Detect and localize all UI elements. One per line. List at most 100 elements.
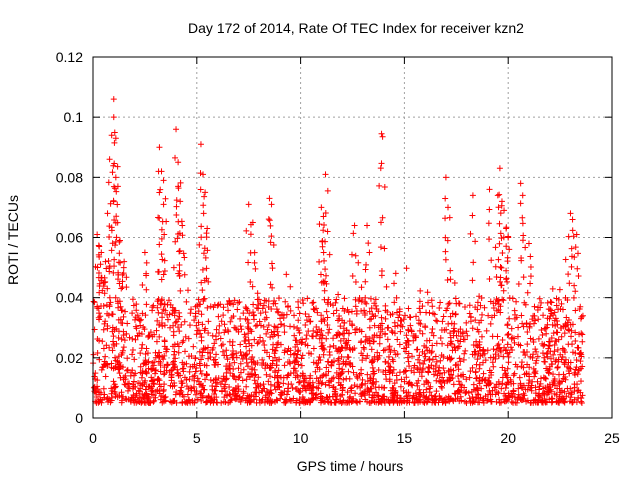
data-point <box>265 322 272 329</box>
data-point <box>277 315 284 322</box>
data-point <box>577 358 584 365</box>
data-point <box>145 393 152 400</box>
data-point <box>421 399 428 406</box>
data-point <box>549 285 556 292</box>
data-point <box>169 383 176 390</box>
data-point <box>235 365 242 372</box>
data-point <box>186 376 193 383</box>
data-point <box>269 265 276 272</box>
data-point <box>528 399 535 406</box>
data-point <box>151 397 158 404</box>
data-point <box>326 377 333 384</box>
data-point <box>376 340 383 347</box>
data-point <box>504 374 511 381</box>
data-point <box>143 345 150 352</box>
data-point <box>202 189 209 196</box>
x-tick-label: 25 <box>604 430 620 446</box>
data-point <box>222 381 229 388</box>
data-point <box>223 375 230 382</box>
data-point <box>411 333 418 340</box>
data-point <box>135 380 142 387</box>
data-point <box>525 382 532 389</box>
data-point <box>574 381 581 388</box>
data-point <box>417 321 424 328</box>
data-point <box>243 227 250 234</box>
data-point <box>102 353 109 360</box>
data-point <box>509 346 516 353</box>
data-point <box>168 372 175 379</box>
data-point <box>164 316 171 323</box>
data-point <box>507 344 514 351</box>
data-point <box>551 348 558 355</box>
data-point <box>469 325 476 332</box>
data-point <box>115 353 122 360</box>
data-point <box>534 378 541 385</box>
data-point <box>210 356 217 363</box>
data-point <box>377 328 384 335</box>
data-point <box>160 177 167 184</box>
data-point <box>458 372 465 379</box>
data-point <box>111 389 118 396</box>
data-point <box>404 354 411 361</box>
data-point <box>463 376 470 383</box>
data-point <box>95 305 102 312</box>
data-point <box>176 248 183 255</box>
data-point <box>352 303 359 310</box>
data-point <box>410 392 417 399</box>
data-point <box>139 281 146 288</box>
data-point <box>541 354 548 361</box>
data-point <box>511 339 518 346</box>
x-tick-label: 15 <box>397 430 413 446</box>
data-point <box>476 339 483 346</box>
data-point <box>442 399 449 406</box>
data-point <box>297 388 304 395</box>
data-point <box>498 385 505 392</box>
data-point <box>298 339 305 346</box>
data-point <box>281 349 288 356</box>
data-point <box>105 258 112 265</box>
data-point <box>120 344 127 351</box>
data-point <box>335 291 342 298</box>
data-point <box>287 283 294 290</box>
data-point <box>252 361 259 368</box>
data-point <box>263 371 270 378</box>
data-point <box>555 358 562 365</box>
data-point <box>139 370 146 377</box>
data-point <box>543 324 550 331</box>
data-point <box>269 346 276 353</box>
data-point <box>407 322 414 329</box>
data-point <box>176 247 183 254</box>
data-point <box>500 297 507 304</box>
data-point <box>181 271 188 278</box>
data-point <box>137 350 144 357</box>
y-tick-label: 0.08 <box>56 169 83 185</box>
data-point <box>239 394 246 401</box>
data-point <box>245 201 252 208</box>
data-point <box>100 363 107 370</box>
data-point <box>568 327 575 334</box>
data-point <box>534 353 541 360</box>
data-point <box>129 310 136 317</box>
data-point <box>295 379 302 386</box>
data-point <box>159 218 166 225</box>
data-point <box>166 368 173 375</box>
data-point <box>530 320 537 327</box>
data-point <box>212 333 219 340</box>
data-point <box>504 365 511 372</box>
data-point <box>275 383 282 390</box>
data-point <box>499 250 506 257</box>
data-point <box>390 398 397 405</box>
data-point <box>159 314 166 321</box>
data-point <box>132 384 139 391</box>
data-point <box>112 364 119 371</box>
data-point <box>243 383 250 390</box>
data-point <box>281 322 288 329</box>
data-point <box>300 382 307 389</box>
data-point <box>341 319 348 326</box>
data-point <box>579 312 586 319</box>
data-point <box>316 366 323 373</box>
data-point <box>370 370 377 377</box>
data-point <box>394 392 401 399</box>
data-point <box>100 326 107 333</box>
data-point <box>161 268 168 275</box>
